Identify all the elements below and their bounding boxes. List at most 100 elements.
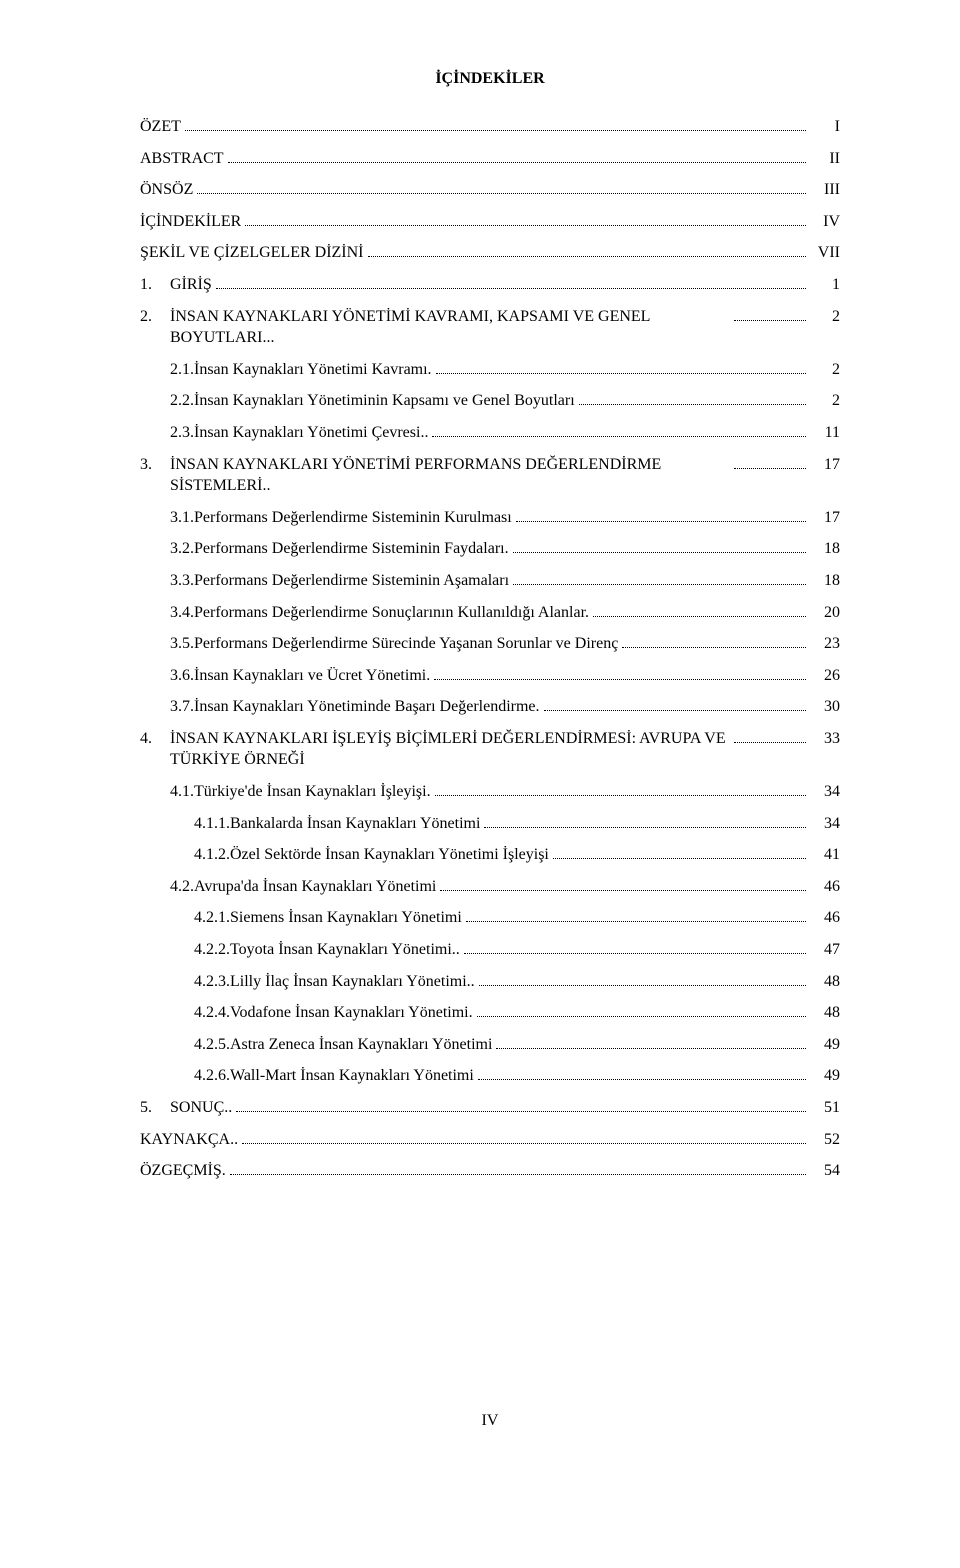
toc-entry-text: ŞEKİL VE ÇİZELGELER DİZİNİ [140,242,364,264]
toc-entry-text: 3.6.İnsan Kaynakları ve Ücret Yönetimi. [170,665,430,687]
toc-entry-page: IV [810,211,840,233]
toc-entry: 3.6.İnsan Kaynakları ve Ücret Yönetimi. 2… [140,665,840,687]
toc-entry: İÇİNDEKİLERIV [140,211,840,233]
toc-entry-text: İNSAN KAYNAKLARI YÖNETİMİ PERFORMANS DEĞ… [170,454,730,497]
toc-entry-page: 51 [810,1097,840,1119]
toc-entry-text: KAYNAKÇA.. [140,1129,238,1151]
toc-leader [185,118,806,131]
toc-leader [579,393,806,406]
toc-entry: 4.2.Avrupa'da İnsan Kaynakları Yönetimi4… [140,876,840,898]
toc-entry-page: 41 [810,844,840,866]
toc-entry: 3.2.Performans Değerlendirme Sisteminin … [140,538,840,560]
toc-entry-text: 4.2.3.Lilly İlaç İnsan Kaynakları Yöneti… [194,971,475,993]
toc-entry-page: III [810,179,840,201]
toc-entry: 2.İNSAN KAYNAKLARI YÖNETİMİ KAVRAMI, KAP… [140,306,840,349]
toc-entry: 4.2.4.Vodafone İnsan Kaynakları Yönetimi… [140,1002,840,1024]
toc-leader [516,509,806,522]
toc-leader [484,815,806,828]
toc-leader [440,878,806,891]
toc-leader [622,635,806,648]
toc-entry-page: 1 [810,274,840,296]
toc-entry: 3.5.Performans Değerlendirme Sürecinde Y… [140,633,840,655]
toc-entry: 2.2.İnsan Kaynakları Yönetiminin Kapsamı… [140,390,840,412]
toc-entry-page: 17 [810,454,840,476]
toc-entry-page: 11 [810,422,840,444]
toc-entry-page: 20 [810,602,840,624]
toc-leader [466,910,806,923]
toc-leader [496,1036,806,1049]
toc-entry: 3.İNSAN KAYNAKLARI YÖNETİMİ PERFORMANS D… [140,454,840,497]
toc-leader [593,604,806,617]
toc-entry: 2.3.İnsan Kaynakları Yönetimi Çevresi.. 1… [140,422,840,444]
toc-entry-text: 4.2.1.Siemens İnsan Kaynakları Yönetimi [194,907,462,929]
toc-entry-page: 2 [810,359,840,381]
toc-entry-number: 2. [140,306,170,328]
toc-entry-text: 2.3.İnsan Kaynakları Yönetimi Çevresi.. [170,422,428,444]
toc-leader [513,572,806,585]
toc-entry-text: 4.2.6.Wall-Mart İnsan Kaynakları Yönetim… [194,1065,474,1087]
toc-entry-page: 18 [810,570,840,592]
toc-entry-text: 2.1.İnsan Kaynakları Yönetimi Kavramı. [170,359,432,381]
toc-entry-text: 4.2.5.Astra Zeneca İnsan Kaynakları Yöne… [194,1034,492,1056]
toc-entry-number: 1. [140,274,170,296]
toc-entry: 4.1.1.Bankalarda İnsan Kaynakları Yöneti… [140,813,840,835]
toc-entry-page: 48 [810,971,840,993]
toc-leader [553,846,806,859]
toc-entry-text: ÖZGEÇMİŞ. [140,1160,226,1182]
toc-entry-text: 3.7.İnsan Kaynakları Yönetiminde Başarı … [170,696,540,718]
toc-leader [435,783,806,796]
toc-entry: KAYNAKÇA..52 [140,1129,840,1151]
toc-entry-text: 3.5.Performans Değerlendirme Sürecinde Y… [170,633,618,655]
toc-leader [479,973,806,986]
toc-entry-number: 3. [140,454,170,476]
toc-entry-page: 33 [810,728,840,750]
toc-entry-text: 2.2.İnsan Kaynakları Yönetiminin Kapsamı… [170,390,575,412]
toc-entry: 3.1.Performans Değerlendirme Sisteminin … [140,507,840,529]
toc-leader [434,667,806,680]
toc-entry-page: 18 [810,538,840,560]
toc-entry-number: 4. [140,728,170,750]
toc-entry-text: 4.2.4.Vodafone İnsan Kaynakları Yönetimi… [194,1002,473,1024]
page-title: İÇİNDEKİLER [140,70,840,88]
toc-entry-text: ABSTRACT [140,148,224,170]
toc-entry: ÖZGEÇMİŞ. 54 [140,1160,840,1182]
toc-entry: 4.2.3.Lilly İlaç İnsan Kaynakları Yöneti… [140,971,840,993]
toc-entry-page: I [810,116,840,138]
table-of-contents: ÖZETIABSTRACTIIÖNSÖZIIIİÇİNDEKİLERIVŞEKİ… [140,116,840,1182]
toc-entry-page: 2 [810,390,840,412]
toc-entry-page: 26 [810,665,840,687]
toc-leader [368,245,806,258]
toc-entry-text: 3.3.Performans Değerlendirme Sisteminin … [170,570,509,592]
toc-entry-text: İNSAN KAYNAKLARI YÖNETİMİ KAVRAMI, KAPSA… [170,306,730,349]
toc-leader [436,361,806,374]
toc-entry-page: 49 [810,1034,840,1056]
toc-entry-page: 48 [810,1002,840,1024]
toc-entry-text: ÖNSÖZ [140,179,193,201]
toc-entry-text: 3.1.Performans Değerlendirme Sisteminin … [170,507,512,529]
toc-leader [544,698,806,711]
toc-entry-text: İNSAN KAYNAKLARI İŞLEYİŞ BİÇİMLERİ DEĞER… [170,728,730,771]
toc-entry: 3.7.İnsan Kaynakları Yönetiminde Başarı … [140,696,840,718]
toc-entry-page: 46 [810,907,840,929]
toc-leader [242,1131,806,1144]
toc-entry-page: 34 [810,781,840,803]
toc-leader [478,1068,806,1081]
toc-entry-page: 54 [810,1160,840,1182]
toc-entry: ÖNSÖZ III [140,179,840,201]
toc-entry: 4.2.1.Siemens İnsan Kaynakları Yönetimi 4… [140,907,840,929]
toc-entry: 3.4.Performans Değerlendirme Sonuçlarını… [140,602,840,624]
toc-leader [245,213,806,226]
footer-page-number: IV [140,1412,840,1430]
toc-entry-text: 3.2.Performans Değerlendirme Sisteminin … [170,538,509,560]
toc-leader [513,541,806,554]
toc-entry: 5.SONUÇ..51 [140,1097,840,1119]
toc-entry-page: 46 [810,876,840,898]
toc-entry-page: 17 [810,507,840,529]
toc-entry: 4.2.2.Toyota İnsan Kaynakları Yönetimi..… [140,939,840,961]
toc-entry-page: 47 [810,939,840,961]
toc-entry: ABSTRACTII [140,148,840,170]
toc-leader [734,308,806,321]
toc-leader [216,276,806,289]
toc-entry: 3.3.Performans Değerlendirme Sisteminin … [140,570,840,592]
toc-leader [464,941,806,954]
